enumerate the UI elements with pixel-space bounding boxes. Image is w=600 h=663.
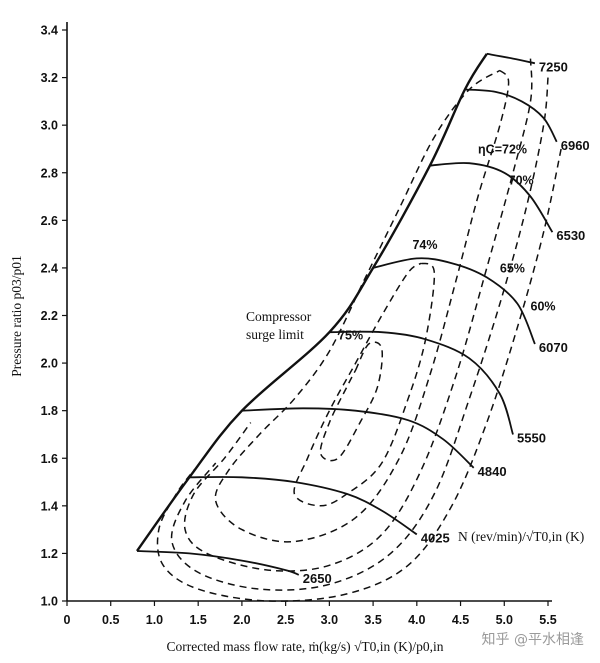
efficiency-label-60: 60% [531,300,556,314]
efficiency-label-65: 65% [500,262,525,276]
y-tick-label: 1.6 [41,452,58,466]
surge-annotation-line2: surge limit [246,327,304,342]
efficiency-label-70: 70% [509,174,534,188]
y-tick-label: 1.2 [41,547,58,561]
y-tick-label: 2.4 [41,261,58,275]
axes: 0 0.5 1.0 1.5 2.0 2.5 3.0 3.5 4.0 4.5 5.0 5.5 1.0 1.2… [9,22,557,654]
x-tick-label: 5.5 [539,613,556,627]
speed-label-2650: 2650 [303,571,332,586]
speed-line-4840 [241,407,475,469]
speed-line-4025 [189,476,418,536]
chart-labels: 2650 4025 4840 5550 6070 6530 6960 7250 75% 74% ηC… [246,59,590,648]
speed-line-5550 [329,330,514,435]
y-tick-label: 2.6 [41,214,58,228]
efficiency-contour-65 [170,77,549,591]
y-tick-label: 3.4 [41,24,58,38]
speed-label-5550: 5550 [517,430,546,445]
surge-limit-line [136,53,488,552]
surge-annotation-line1: Compressor [246,309,312,324]
speed-label-6960: 6960 [561,138,590,153]
efficiency-label-72: ηC=72% [478,143,527,157]
efficiency-contour-72 [214,69,510,543]
x-tick-label: 3.5 [364,613,381,627]
y-tick-label: 3.0 [41,119,58,133]
x-tick-label: 0 [64,613,71,627]
x-tick-label: 5.0 [496,613,513,627]
x-tick-label: 1.5 [189,613,206,627]
speed-line-6960 [464,88,558,143]
speed-line-7250 [486,52,536,65]
x-axis-title: Corrected mass flow rate, ṁ(kg/s) √T0,in… [167,639,444,654]
efficiency-contour-74 [293,262,436,507]
speed-legend-annotation: N (rev/min)/√T0,in (K) [458,529,584,544]
y-tick-label: 2.8 [41,166,58,180]
efficiency-contour-70 [183,58,533,572]
x-tick-label: 4.0 [408,613,425,627]
speed-lines [136,52,558,576]
y-tick-label: 1.4 [41,499,58,513]
speed-label-4025: 4025 [421,530,450,545]
x-tick-label: 3.0 [321,613,338,627]
y-axis-title: Pressure ratio p03/p01 [9,255,24,376]
speed-label-4840: 4840 [478,464,507,479]
y-tick-label: 2.2 [41,309,58,323]
x-tick-label: 4.5 [452,613,469,627]
speed-label-7250: 7250 [539,59,568,74]
speed-line-2650 [136,550,300,576]
x-tick-label: 2.0 [233,613,250,627]
y-tick-label: 2.0 [41,357,58,371]
speed-label-6530: 6530 [556,228,585,243]
efficiency-contour-75 [319,341,384,462]
speed-label-6070: 6070 [539,340,568,355]
efficiency-label-75: 75% [338,328,363,342]
watermark-text: 知乎 @平水相逢 [482,631,584,648]
y-tick-label: 1.0 [41,595,58,609]
x-tick-label: 0.5 [102,613,119,627]
surge-line-group [136,53,488,552]
speed-line-6070 [372,257,536,345]
efficiency-label-74: 74% [412,238,437,252]
y-tick-label: 1.8 [41,404,58,418]
y-tick-label: 3.2 [41,71,58,85]
x-tick-label: 2.5 [277,613,294,627]
speed-line-6530 [429,162,554,233]
x-tick-label: 1.0 [146,613,163,627]
